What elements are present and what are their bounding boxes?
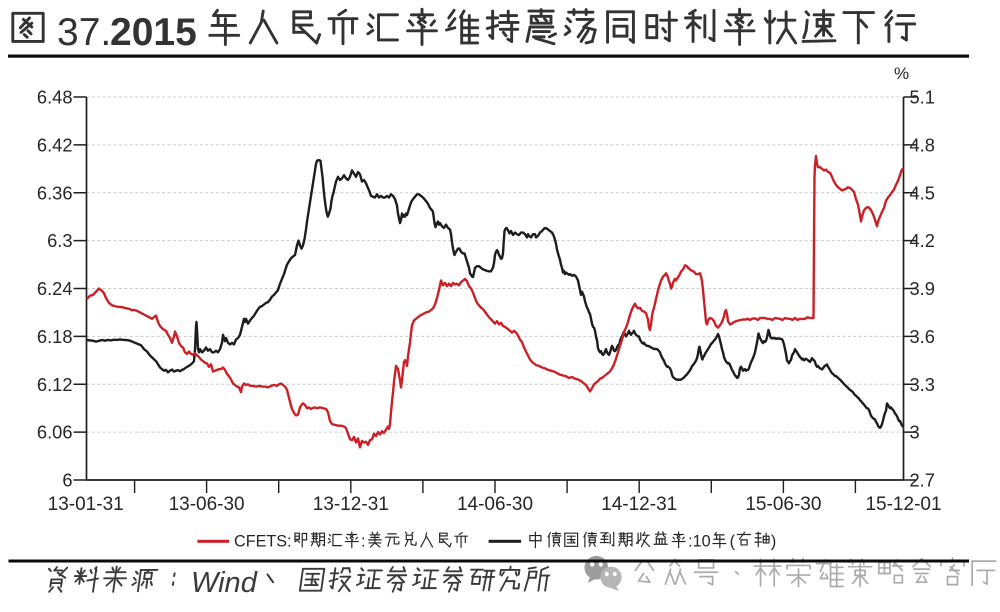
- svg-text::10: :10: [688, 532, 711, 550]
- svg-text:6: 6: [62, 470, 72, 491]
- svg-text:6.42: 6.42: [37, 135, 73, 156]
- svg-text:Wind: Wind: [191, 567, 258, 599]
- svg-text:4.8: 4.8: [910, 135, 935, 156]
- svg-text:6.18: 6.18: [37, 326, 73, 347]
- svg-text:CFETS:: CFETS:: [234, 532, 292, 550]
- svg-text:13-01-31: 13-01-31: [48, 494, 124, 515]
- svg-text:6.06: 6.06: [37, 422, 73, 443]
- svg-text:3.9: 3.9: [910, 278, 935, 299]
- svg-text:3: 3: [910, 422, 920, 443]
- svg-text:6.3: 6.3: [47, 230, 72, 251]
- svg-text:6.36: 6.36: [37, 182, 73, 203]
- svg-text:5.1: 5.1: [910, 87, 935, 108]
- svg-text:37.: 37.: [57, 11, 111, 54]
- svg-text:): ): [771, 532, 776, 550]
- svg-text:3.6: 3.6: [910, 326, 935, 347]
- svg-text:14-06-30: 14-06-30: [457, 494, 533, 515]
- svg-text:4.5: 4.5: [910, 182, 935, 203]
- svg-text:2015: 2015: [110, 11, 197, 54]
- svg-text:15-06-30: 15-06-30: [745, 494, 821, 515]
- svg-text:6.24: 6.24: [37, 278, 73, 299]
- svg-text:6.12: 6.12: [37, 374, 73, 395]
- svg-text:6.48: 6.48: [37, 87, 73, 108]
- svg-text:(: (: [730, 532, 736, 550]
- svg-text:13-06-30: 13-06-30: [169, 494, 245, 515]
- svg-text:3.3: 3.3: [910, 374, 935, 395]
- svg-text::: :: [361, 532, 366, 550]
- svg-text:15-12-01: 15-12-01: [865, 494, 941, 515]
- svg-text:14-12-31: 14-12-31: [601, 494, 677, 515]
- svg-text:4.2: 4.2: [910, 230, 935, 251]
- svg-text:2.7: 2.7: [910, 470, 935, 491]
- svg-text:13-12-31: 13-12-31: [313, 494, 389, 515]
- svg-text:%: %: [894, 64, 909, 83]
